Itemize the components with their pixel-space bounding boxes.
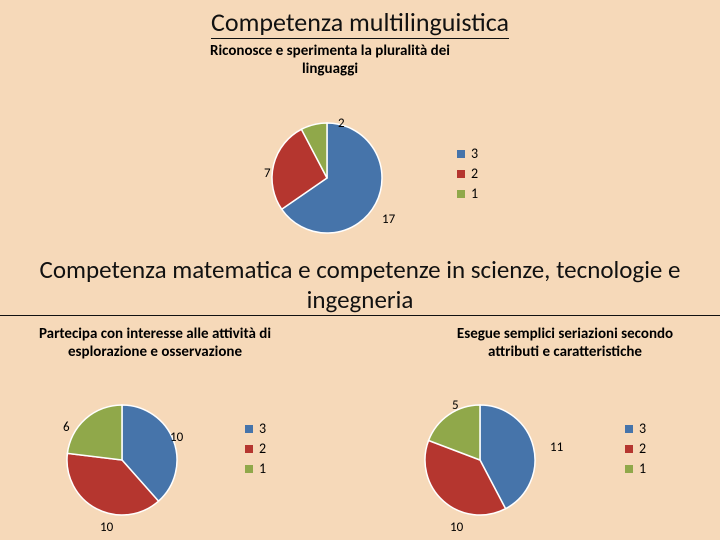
section2-right-legend: 3 2 1: [625, 420, 646, 480]
legend-label: 1: [259, 460, 266, 477]
legend-swatch: [625, 445, 633, 453]
pie-callout: 11: [550, 440, 563, 455]
pie-callout: 6: [63, 420, 70, 435]
pie-callout: 10: [170, 430, 183, 445]
pie-callout: 5: [452, 398, 459, 413]
legend-label: 2: [639, 440, 646, 457]
legend-label: 3: [639, 420, 646, 437]
legend-swatch: [245, 425, 253, 433]
pie-callout: 7: [264, 166, 271, 181]
legend-label: 1: [639, 460, 646, 477]
pie-callout: 10: [450, 520, 463, 535]
legend-label: 2: [259, 440, 266, 457]
legend-label: 3: [259, 420, 266, 437]
pie-callout: 2: [338, 116, 345, 131]
legend-item: 3: [245, 420, 266, 437]
legend-item: 1: [625, 460, 646, 477]
section2-right-pie: [0, 0, 720, 540]
legend-item: 2: [625, 440, 646, 457]
legend-item: 3: [625, 420, 646, 437]
legend-swatch: [245, 465, 253, 473]
legend-item: 1: [245, 460, 266, 477]
legend-swatch: [625, 425, 633, 433]
pie-callout: 10: [100, 520, 113, 535]
legend-swatch: [625, 465, 633, 473]
legend-item: 2: [245, 440, 266, 457]
legend-swatch: [245, 445, 253, 453]
pie-callout: 17: [382, 212, 395, 227]
section2-left-legend: 3 2 1: [245, 420, 266, 480]
